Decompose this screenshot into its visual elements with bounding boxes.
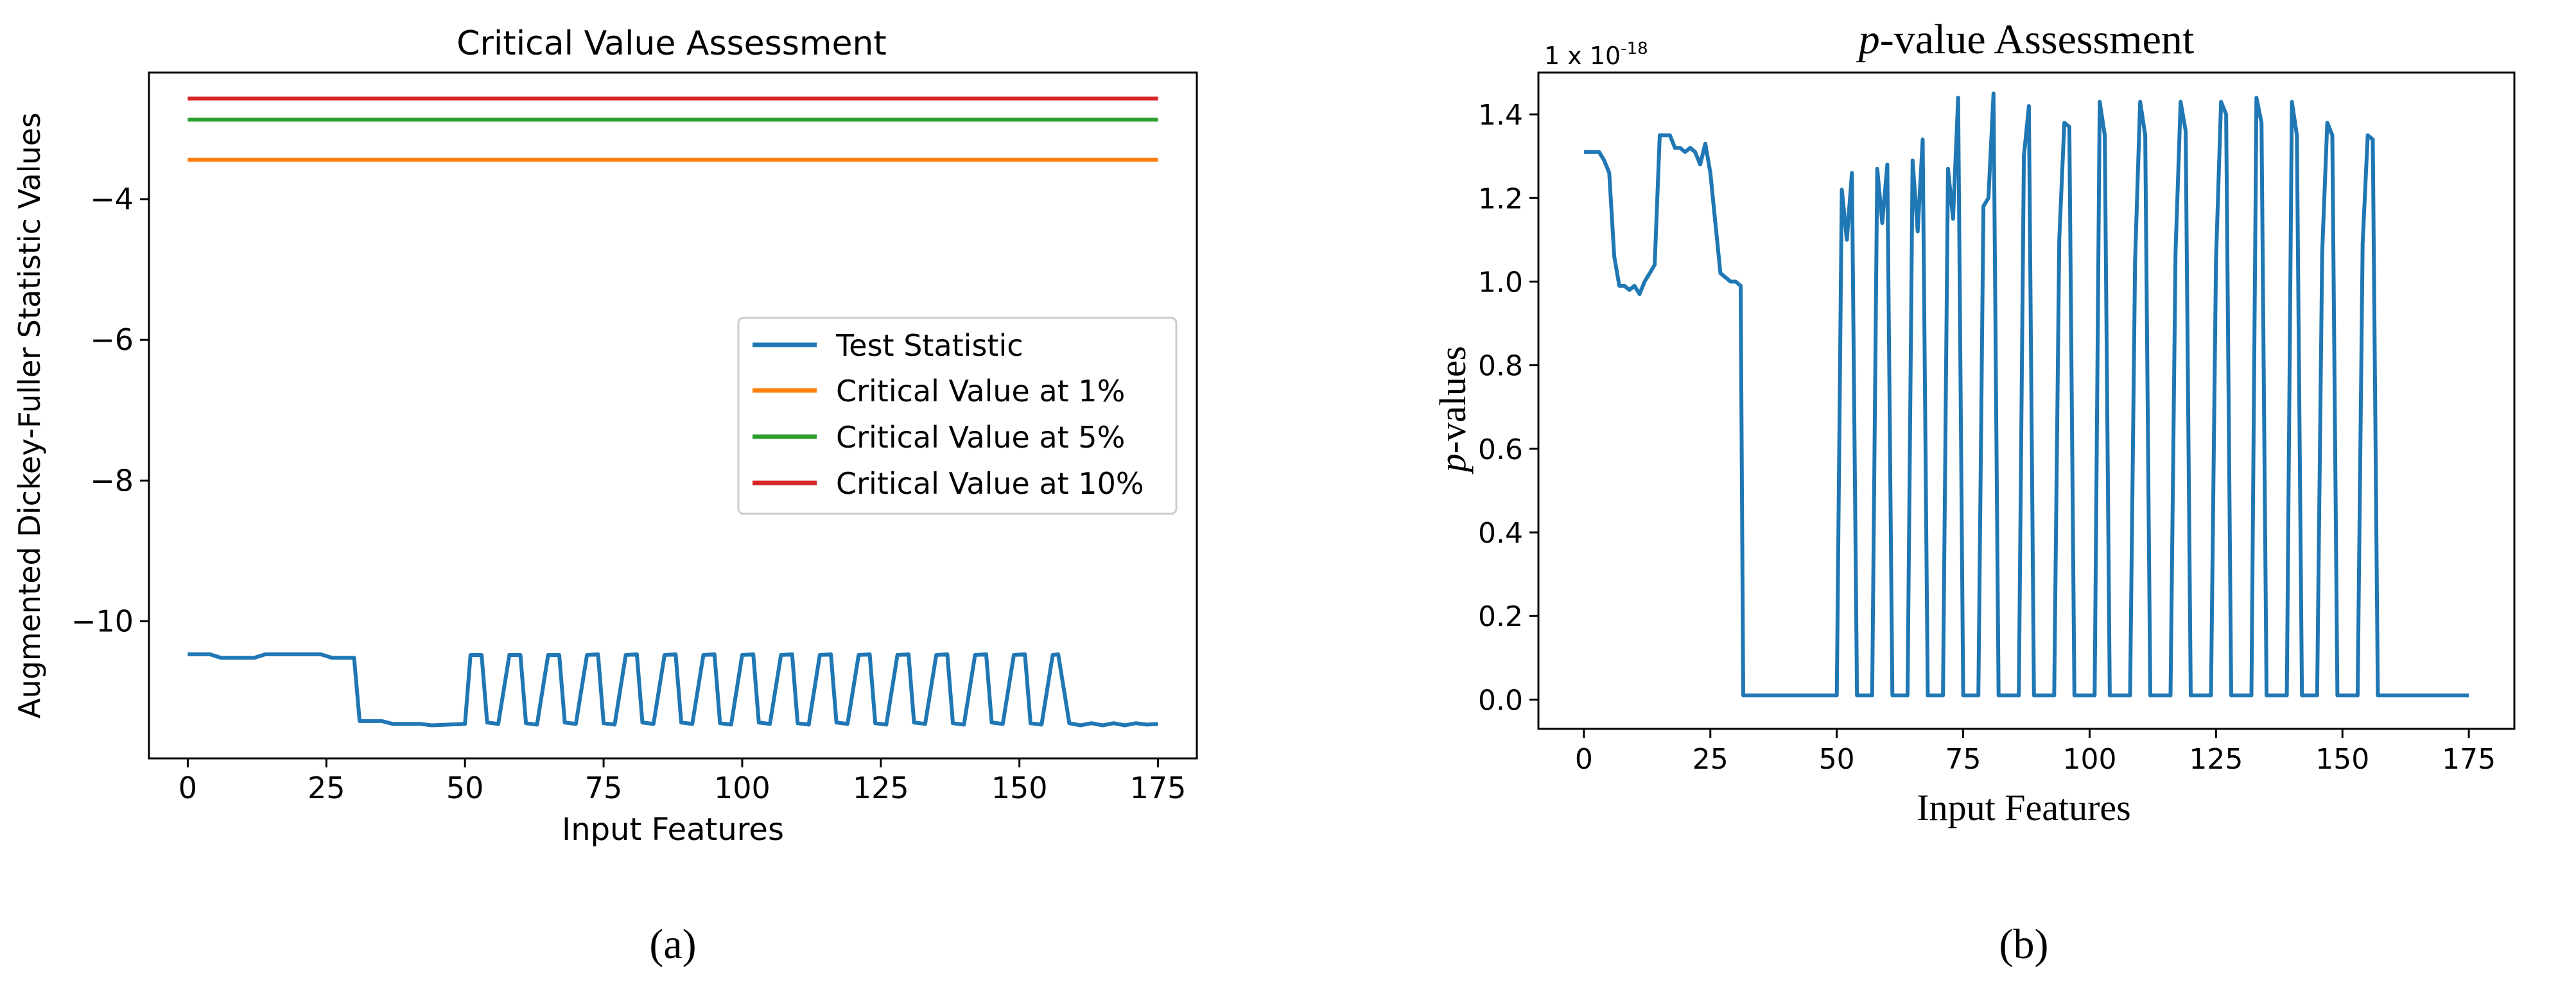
chart-b-x-ticks: 0 25 50 75 100 125 150 175 xyxy=(1575,729,2496,776)
panel-a-label: (a) xyxy=(649,921,696,968)
chart-b-y-tick-label: 1.0 xyxy=(1478,266,1523,299)
chart-a-plot-area xyxy=(148,71,1198,760)
chart-b-y-tick-label: 0.6 xyxy=(1478,433,1523,466)
chart-a-x-ticks: 0 25 50 75 100 125 150 175 xyxy=(178,758,1187,805)
chart-b-x-tick-label: 0 xyxy=(1575,743,1593,776)
chart-b-y-label: p-values xyxy=(1432,346,1474,475)
chart-a-series-line-0 xyxy=(187,652,1158,728)
chart-b-plot-area xyxy=(1537,71,2516,730)
chart-b-y-tick-label: 1.2 xyxy=(1478,182,1523,215)
chart-a-y-tick-label: −6 xyxy=(90,322,134,357)
chart-a-x-tick-label: 0 xyxy=(178,771,197,805)
chart-a-x-tick-label: 100 xyxy=(714,771,770,805)
chart-b-axes-frame xyxy=(1537,71,2516,730)
chart-b-x-tick-label: 150 xyxy=(2315,743,2369,776)
chart-a-x-tick-label: 75 xyxy=(585,771,623,805)
chart-a-y-tick-label: −8 xyxy=(90,463,134,498)
legend-label-critical-10: Critical Value at 10% xyxy=(836,466,1144,501)
panel-b: p-value Assessment 1 x 10-18 0 25 50 75 100 1… xyxy=(1432,16,2516,968)
chart-a-x-tick-label: 175 xyxy=(1130,771,1187,805)
chart-a-axes-frame xyxy=(148,71,1198,760)
panel-b-label: (b) xyxy=(1999,921,2049,968)
chart-b-y-tick-label: 1.4 xyxy=(1478,99,1523,132)
legend-label-critical-5: Critical Value at 5% xyxy=(836,420,1125,455)
chart-b-scale-label: 1 x 10-18 xyxy=(1544,39,1648,70)
panel-a: Critical Value Assessment 0 25 50 75 100 125 1… xyxy=(12,24,1198,968)
chart-b-y-tick-label: 0.2 xyxy=(1478,600,1523,633)
chart-a-legend-box xyxy=(737,317,1178,515)
chart-b-x-tick-label: 25 xyxy=(1693,743,1728,776)
chart-b-x-tick-label: 175 xyxy=(2442,743,2496,776)
chart-b-x-tick-label: 50 xyxy=(1819,743,1855,776)
chart-b-x-tick-label: 100 xyxy=(2062,743,2116,776)
chart-b-x-tick-label: 125 xyxy=(2189,743,2243,776)
chart-a-x-tick-label: 125 xyxy=(853,771,909,805)
chart-b-x-tick-label: 75 xyxy=(1945,743,1981,776)
chart-a-x-tick-label: 150 xyxy=(991,771,1048,805)
chart-a-x-tick-label: 50 xyxy=(446,771,484,805)
chart-b-y-tick-label: 0.8 xyxy=(1478,350,1523,383)
chart-b-x-label: Input Features xyxy=(1917,787,2130,828)
legend-label-critical-1: Critical Value at 1% xyxy=(836,374,1125,408)
chart-a-title: Critical Value Assessment xyxy=(457,24,887,63)
chart-b-y-tick-label: 0.4 xyxy=(1478,517,1523,550)
chart-a-y-label: Augmented Dickey-Fuller Statistic Values xyxy=(12,112,47,719)
legend-label-test-statistic: Test Statistic xyxy=(835,328,1023,363)
chart-b-title: p-value Assessment xyxy=(1856,16,2194,63)
chart-a-y-tick-label: −4 xyxy=(90,182,134,216)
chart-b-y-tick-label: 0.0 xyxy=(1478,684,1523,717)
chart-a-legend: Test Statistic Critical Value at 1% Crit… xyxy=(737,317,1178,515)
chart-a-y-tick-label: −10 xyxy=(71,604,134,638)
chart-a-x-tick-label: 25 xyxy=(308,771,345,805)
chart-b-series-line-0 xyxy=(1583,91,2469,697)
chart-b-y-ticks: 0.0 0.2 0.4 0.6 0.8 1.0 1.2 1.4 xyxy=(1478,99,1538,717)
chart-a-y-ticks: −10 −8 −6 −4 xyxy=(71,182,149,638)
chart-a-x-label: Input Features xyxy=(562,812,784,848)
